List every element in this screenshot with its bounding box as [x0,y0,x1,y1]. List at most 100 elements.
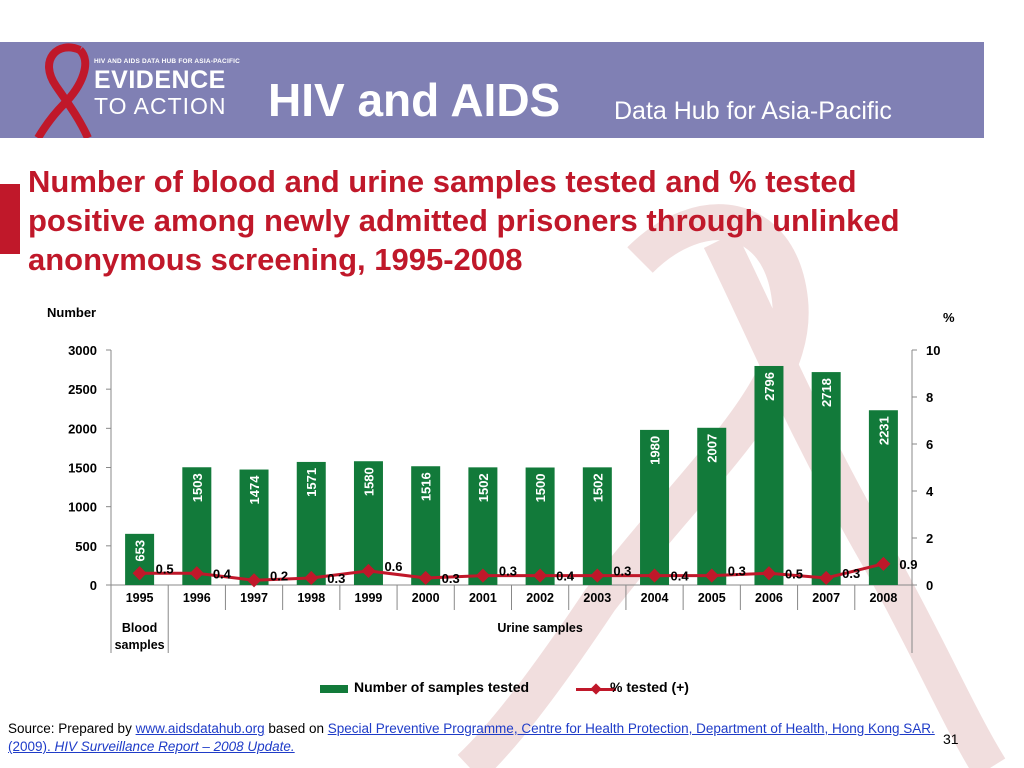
percent-value-label: 0.3 [728,564,746,579]
source-link-report[interactable]: Special Preventive Programme, Centre for… [8,721,935,754]
bar-value-label: 1502 [476,473,491,502]
category-label: 1996 [183,591,211,605]
page-number: 31 [943,731,959,747]
percent-value-label: 0.3 [499,564,517,579]
bar [182,467,212,585]
brand-title: HIV and AIDS [268,74,561,126]
left-axis-title: Number [47,305,96,320]
percent-value-label: 0.3 [327,571,345,586]
bar-value-label: 1500 [533,474,548,503]
percent-point [132,566,147,581]
bar [697,427,727,585]
bar-value-label: 653 [133,540,148,562]
bar-value-label: 2796 [762,372,777,401]
category-label: 1998 [297,591,325,605]
right-tick-label: 10 [926,343,940,358]
bar [811,372,841,585]
red-ribbon-logo-icon [34,43,92,138]
percent-point [304,570,319,586]
right-tick-label: 4 [926,484,934,499]
percent-value-label: 0.4 [556,569,575,584]
right-tick-label: 2 [926,531,933,546]
bar-value-label: 1516 [419,472,434,501]
percent-point [647,568,662,583]
percent-value-label: 0.3 [842,566,860,581]
group-label-blood-line2: samples [115,638,165,652]
percent-point [704,568,719,583]
bar [239,469,269,585]
category-label: 2008 [869,591,897,605]
percent-line [139,562,884,582]
bar [411,466,441,585]
legend-bar-label: Number of samples tested [354,679,530,695]
right-axis-title: % [943,310,955,325]
bar [525,467,555,585]
percent-value-label: 0.2 [270,568,288,583]
legend-bar-swatch [320,685,348,693]
bar-value-label: 1503 [190,473,205,502]
percent-value-label: 0.5 [156,561,174,576]
percent-value-label: 0.5 [785,566,803,581]
bar-value-label: 1571 [304,468,319,497]
percent-point [590,568,605,583]
left-tick-label: 1000 [68,500,97,515]
bar-value-label: 1474 [247,475,262,505]
source-note: Source: Prepared by www.aidsdatahub.org … [8,720,938,756]
title-accent-bar [0,184,20,254]
percent-value-label: 0.4 [671,569,690,584]
percent-point [533,568,548,583]
percent-point [475,568,490,583]
brand-subtitle: Data Hub for Asia-Pacific [614,97,892,125]
category-label: 2003 [583,591,611,605]
percent-point [246,573,262,588]
right-tick-label: 6 [926,437,933,452]
source-report-text: Special Preventive Programme, Centre for… [8,721,935,754]
category-label: 2002 [526,591,554,605]
left-tick-label: 2500 [68,382,97,397]
percent-value-label: 0.9 [899,557,917,572]
percent-point [876,556,891,571]
bar-value-label: 1502 [590,473,605,502]
category-label: 2006 [755,591,783,605]
legend-line-marker [590,683,602,695]
bar [582,467,612,585]
header-band [0,42,984,138]
source-mid: based on [264,721,328,736]
category-label: 2000 [412,591,440,605]
category-label: 1997 [240,591,268,605]
bar [640,429,670,585]
source-link-aidsdatahub[interactable]: www.aidsdatahub.org [135,721,265,736]
percent-point [418,570,433,586]
right-tick-label: 0 [926,578,933,593]
percent-value-label: 0.4 [213,566,232,581]
bar-value-label: 1980 [648,436,663,465]
bar [468,467,498,585]
category-label: 2001 [469,591,497,605]
category-label: 1995 [126,591,154,605]
left-tick-label: 0 [90,578,97,593]
left-tick-label: 1500 [68,461,97,476]
source-report-title: HIV Surveillance Report – 2008 Update. [54,739,295,754]
category-label: 1999 [355,591,383,605]
group-label-urine: Urine samples [497,621,583,635]
bar [296,461,326,585]
percent-point [189,566,204,581]
category-label: 2007 [812,591,840,605]
category-label: 2004 [641,591,669,605]
percent-point [761,566,777,581]
percent-point [819,570,834,586]
logo-evidence-text: EVIDENCE [94,66,226,94]
left-tick-label: 500 [75,539,97,554]
legend-line-label: % tested (+) [610,679,689,695]
logo-tagline: HIV AND AIDS DATA HUB FOR ASIA-PACIFIC [94,58,241,65]
source-prefix: Source: Prepared by [8,721,136,736]
left-tick-label: 2000 [68,421,97,436]
slide-title: Number of blood and urine samples tested… [28,164,900,277]
bar-value-label: 2231 [876,416,891,445]
bar-value-label: 1580 [361,467,376,496]
percent-value-label: 0.3 [442,571,460,586]
category-label: 2005 [698,591,726,605]
right-tick-label: 8 [926,390,933,405]
bar [868,410,898,585]
bar-value-label: 2718 [819,378,834,407]
